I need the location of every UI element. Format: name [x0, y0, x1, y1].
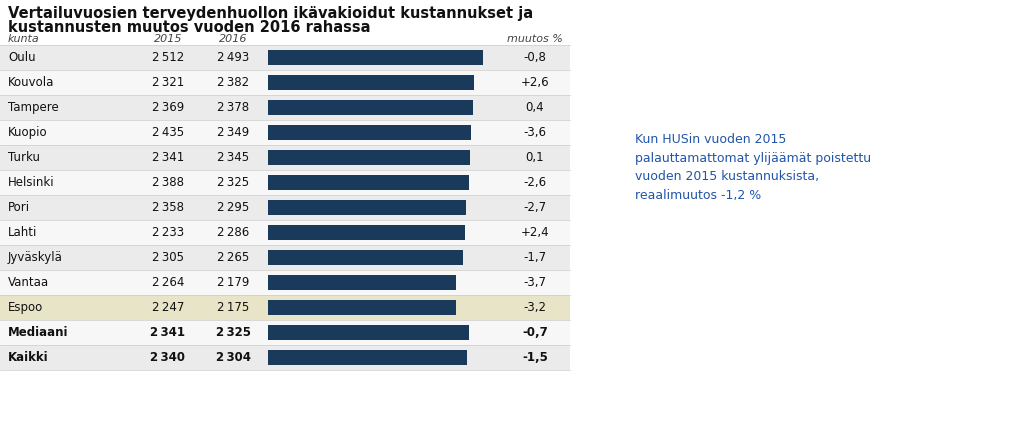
- Bar: [0, 170, 570, 195]
- Text: Helsinki: Helsinki: [8, 176, 54, 189]
- Text: 2 321: 2 321: [152, 76, 184, 89]
- Text: Vertailuvuosien terveydenhuollon ikävakioidut kustannukset ja: Vertailuvuosien terveydenhuollon ikävaki…: [8, 6, 534, 21]
- Text: Pori: Pori: [8, 201, 30, 214]
- Text: Lahti: Lahti: [8, 226, 37, 239]
- Text: Kun HUSin vuoden 2015
palauttamattomat ylijäämät poistettu
vuoden 2015 kustannuk: Kun HUSin vuoden 2015 palauttamattomat y…: [635, 133, 871, 202]
- Text: Vantaa: Vantaa: [8, 276, 49, 289]
- Bar: [0, 195, 570, 220]
- Bar: [0, 145, 570, 170]
- Text: 2 304: 2 304: [215, 351, 251, 364]
- Text: kunta: kunta: [8, 34, 40, 44]
- Bar: [268, 325, 469, 340]
- Bar: [268, 75, 473, 90]
- Text: 2 325: 2 325: [217, 176, 249, 189]
- Bar: [268, 175, 469, 190]
- Text: 0,4: 0,4: [525, 101, 545, 114]
- Bar: [0, 295, 570, 320]
- Text: muutos %: muutos %: [507, 34, 563, 44]
- Text: 2 345: 2 345: [217, 151, 249, 164]
- Text: 2 493: 2 493: [217, 51, 249, 64]
- Bar: [268, 50, 483, 65]
- Bar: [0, 345, 570, 370]
- Bar: [268, 100, 473, 115]
- Text: Jyväskylä: Jyväskylä: [8, 251, 62, 264]
- Text: 2 179: 2 179: [217, 276, 249, 289]
- Text: 2 286: 2 286: [217, 226, 249, 239]
- Bar: [0, 220, 570, 245]
- Text: -2,6: -2,6: [523, 176, 547, 189]
- Text: 2 247: 2 247: [152, 301, 184, 314]
- Text: 2 175: 2 175: [217, 301, 249, 314]
- Text: Kaikki: Kaikki: [8, 351, 48, 364]
- Bar: [268, 250, 464, 265]
- Text: -3,7: -3,7: [523, 276, 547, 289]
- Text: Mediaani: Mediaani: [8, 326, 69, 339]
- Bar: [268, 300, 456, 315]
- Bar: [0, 70, 570, 95]
- Text: 2 265: 2 265: [217, 251, 249, 264]
- Text: 2 378: 2 378: [217, 101, 249, 114]
- Text: 2 382: 2 382: [217, 76, 249, 89]
- Bar: [0, 120, 570, 145]
- Text: 2 295: 2 295: [217, 201, 249, 214]
- Bar: [0, 45, 570, 70]
- Text: -2,7: -2,7: [523, 201, 547, 214]
- Text: 0,1: 0,1: [525, 151, 545, 164]
- Text: +2,4: +2,4: [520, 226, 549, 239]
- Bar: [0, 95, 570, 120]
- Text: Oulu: Oulu: [8, 51, 36, 64]
- Bar: [268, 125, 471, 140]
- Text: 2016: 2016: [219, 34, 247, 44]
- Bar: [268, 350, 467, 365]
- Bar: [0, 245, 570, 270]
- Text: Turku: Turku: [8, 151, 40, 164]
- Text: Kouvola: Kouvola: [8, 76, 54, 89]
- Text: 2 512: 2 512: [152, 51, 184, 64]
- Text: Espoo: Espoo: [8, 301, 43, 314]
- Bar: [0, 320, 570, 345]
- Text: -1,7: -1,7: [523, 251, 547, 264]
- Text: -0,7: -0,7: [522, 326, 548, 339]
- Bar: [268, 150, 470, 165]
- Text: 2 233: 2 233: [152, 226, 184, 239]
- Text: 2 264: 2 264: [152, 276, 184, 289]
- Text: -3,6: -3,6: [523, 126, 547, 139]
- Text: +2,6: +2,6: [520, 76, 549, 89]
- Text: 2 340: 2 340: [151, 351, 185, 364]
- Text: 2 369: 2 369: [152, 101, 184, 114]
- Text: -0,8: -0,8: [523, 51, 547, 64]
- Text: kustannusten muutos vuoden 2016 rahassa: kustannusten muutos vuoden 2016 rahassa: [8, 20, 371, 35]
- Text: 2 325: 2 325: [215, 326, 251, 339]
- Text: Kuopio: Kuopio: [8, 126, 48, 139]
- Text: 2 358: 2 358: [152, 201, 184, 214]
- Text: 2 388: 2 388: [152, 176, 184, 189]
- Text: 2 341: 2 341: [152, 151, 184, 164]
- Text: 2015: 2015: [154, 34, 182, 44]
- Bar: [0, 270, 570, 295]
- Text: 2 305: 2 305: [152, 251, 184, 264]
- Text: Tampere: Tampere: [8, 101, 58, 114]
- Text: -1,5: -1,5: [522, 351, 548, 364]
- Text: 2 435: 2 435: [152, 126, 184, 139]
- Bar: [268, 275, 456, 290]
- Bar: [268, 225, 465, 240]
- Text: -3,2: -3,2: [523, 301, 547, 314]
- Text: 2 349: 2 349: [217, 126, 249, 139]
- Text: 2 341: 2 341: [151, 326, 185, 339]
- Bar: [268, 200, 466, 215]
